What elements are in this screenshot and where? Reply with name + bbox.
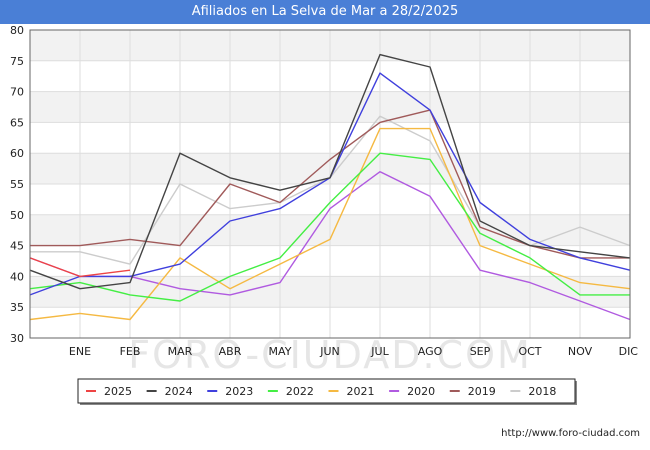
y-tick-labels: 30 35 40 45 50 55 60 65 70 75 80 bbox=[10, 24, 24, 345]
x-tick-label: ENE bbox=[69, 345, 91, 358]
chart-title: Afiliados en La Selva de Mar a 28/2/2025 bbox=[0, 0, 650, 24]
x-tick-label: FEB bbox=[120, 345, 141, 358]
legend-label-2019: 2019 bbox=[468, 385, 496, 398]
x-tick-label: ABR bbox=[219, 345, 242, 358]
y-tick-label: 70 bbox=[10, 86, 24, 99]
x-tick-labels: ENE FEB MAR ABR MAY JUN JUL AGO SEP OCT NOV DIC bbox=[69, 345, 638, 358]
series-line-2024 bbox=[29, 53, 631, 290]
x-tick-label: SEP bbox=[470, 345, 491, 358]
y-tick-label: 45 bbox=[10, 240, 24, 253]
y-tick-label: 50 bbox=[10, 209, 24, 222]
legend-label-2018: 2018 bbox=[528, 385, 556, 398]
y-tick-label: 55 bbox=[10, 178, 24, 191]
x-tick-label: JUN bbox=[319, 345, 340, 358]
x-tick-label: DIC bbox=[619, 345, 639, 358]
y-tick-label: 65 bbox=[10, 116, 24, 129]
x-tick-label: AGO bbox=[418, 345, 443, 358]
x-tick-label: NOV bbox=[568, 345, 593, 358]
watermark: FORO-CIUDAD.COM bbox=[128, 333, 532, 377]
x-tick-label: MAR bbox=[168, 345, 193, 358]
plot-frame bbox=[29, 29, 631, 339]
legend-box bbox=[77, 378, 576, 404]
legend-label-2025: 2025 bbox=[104, 385, 132, 398]
legend-label-2024: 2024 bbox=[165, 385, 193, 398]
y-tick-label: 40 bbox=[10, 270, 24, 283]
source-url: http://www.foro-ciudad.com bbox=[501, 428, 640, 439]
y-tick-label: 75 bbox=[10, 55, 24, 68]
legend-label-2023: 2023 bbox=[225, 385, 253, 398]
y-tick-label: 80 bbox=[10, 24, 24, 37]
y-tick-label: 35 bbox=[10, 301, 24, 314]
series-line-2022 bbox=[29, 152, 630, 302]
legend: 2025 2024 2023 2022 2021 2020 2019 2018 bbox=[77, 378, 577, 405]
series-lines bbox=[29, 53, 631, 321]
y-tick-label: 60 bbox=[10, 147, 24, 160]
x-tick-label: JUL bbox=[370, 345, 389, 358]
x-tick-label: OCT bbox=[518, 345, 541, 358]
legend-label-2021: 2021 bbox=[347, 385, 375, 398]
series-line-2021 bbox=[29, 127, 631, 321]
legend-label-2022: 2022 bbox=[286, 385, 314, 398]
x-tick-label: MAY bbox=[269, 345, 292, 358]
legend-label-2020: 2020 bbox=[407, 385, 435, 398]
series-line-2025 bbox=[29, 257, 131, 278]
y-tick-label: 30 bbox=[10, 332, 24, 345]
